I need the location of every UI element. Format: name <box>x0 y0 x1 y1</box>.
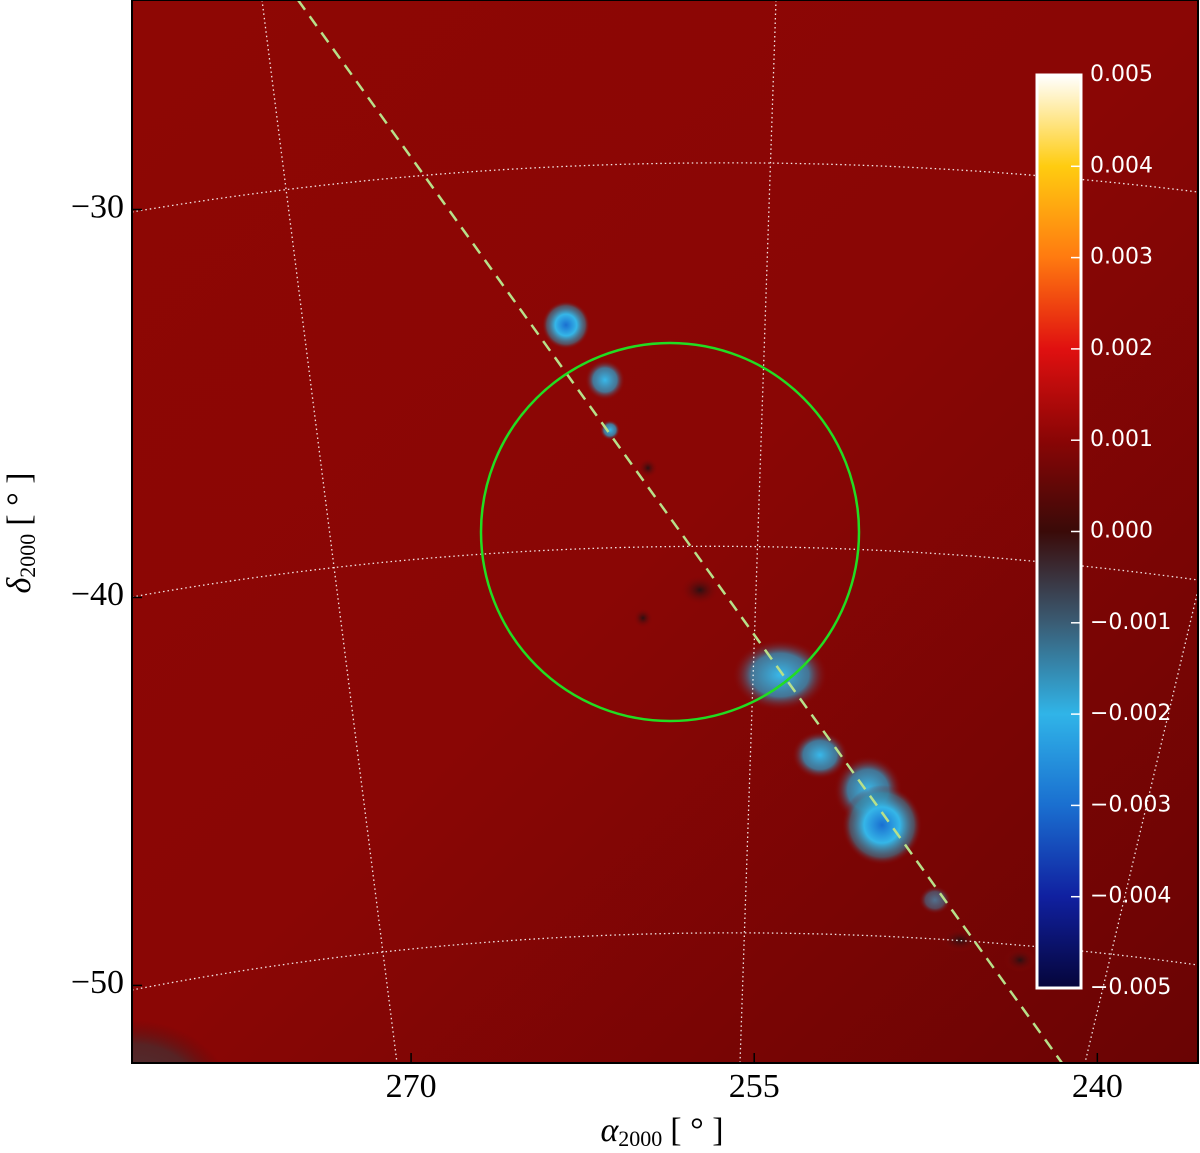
colorbar-tick-label: 0.003 <box>1090 245 1153 270</box>
colorbar-tick-label: −0.005 <box>1090 975 1171 1000</box>
x-tick-label: 270 <box>386 1068 437 1105</box>
colorbar-tick-label: −0.003 <box>1090 792 1171 817</box>
y-tick-label: −30 <box>71 188 124 225</box>
y-tick-label: −40 <box>71 576 124 613</box>
colorbar-tick-label: 0.002 <box>1090 336 1153 361</box>
x-axis-label: α2000[ ° ] <box>600 1112 723 1151</box>
colorbar-tick-label: −0.002 <box>1090 701 1171 726</box>
colorbar-tick-label: 0.005 <box>1090 62 1153 87</box>
colorbar-tick-label: −0.004 <box>1090 884 1171 909</box>
colorbar-tick-label: 0.004 <box>1090 153 1153 178</box>
x-tick-label: 255 <box>729 1068 780 1105</box>
colorbar-tick-label: −0.001 <box>1090 610 1171 635</box>
y-tick-label: −50 <box>71 964 124 1001</box>
colorbar-tick-label: 0.001 <box>1090 427 1153 452</box>
colorbar-tick-label: 0.000 <box>1090 519 1153 544</box>
sky-image <box>132 0 1198 1063</box>
x-tick-label: 240 <box>1072 1068 1123 1105</box>
y-axis-label: δ2000[ ° ] <box>1 472 40 593</box>
plot-frame <box>131 0 1199 1064</box>
